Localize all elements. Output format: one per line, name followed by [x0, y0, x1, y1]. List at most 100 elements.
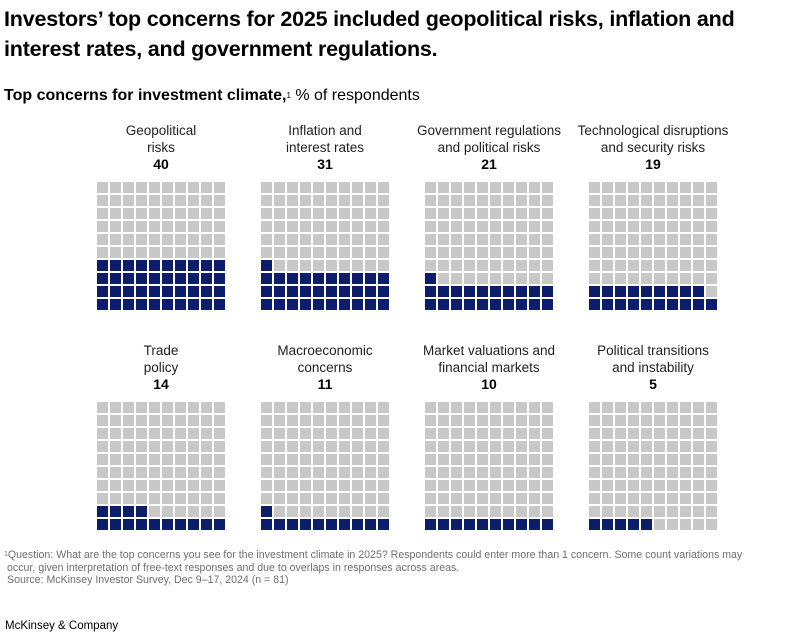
waffle-cell-empty — [641, 467, 652, 478]
waffle-cell-filled — [425, 519, 436, 530]
waffle-cell-empty — [706, 182, 717, 193]
waffle-cell-empty — [339, 221, 350, 232]
waffle-cell-empty — [516, 415, 527, 426]
waffle-cell-empty — [451, 208, 462, 219]
waffle-cell-filled — [188, 299, 199, 310]
waffle-cell-empty — [503, 493, 514, 504]
waffle-cell-filled — [110, 260, 121, 271]
waffle-cell-empty — [425, 493, 436, 504]
waffle-cell-filled — [287, 519, 298, 530]
waffle-cell-empty — [110, 467, 121, 478]
waffle-cell-empty — [365, 428, 376, 439]
waffle-cell-empty — [438, 221, 449, 232]
waffle-cell-filled — [589, 519, 600, 530]
waffle-cell-empty — [274, 428, 285, 439]
waffle-cell-empty — [615, 234, 626, 245]
waffle-cell-empty — [300, 195, 311, 206]
waffle-cell-empty — [706, 402, 717, 413]
panel-value: 31 — [317, 156, 333, 172]
waffle-cell-empty — [352, 234, 363, 245]
waffle-cell-empty — [693, 506, 704, 517]
waffle-cell-empty — [201, 506, 212, 517]
waffle-cell-empty — [654, 441, 665, 452]
waffle-cell-empty — [680, 493, 691, 504]
waffle-cell-empty — [602, 402, 613, 413]
waffle-cell-empty — [136, 467, 147, 478]
waffle-cell-empty — [542, 467, 553, 478]
waffle-cell-empty — [438, 195, 449, 206]
waffle-cell-filled — [313, 286, 324, 297]
waffle-cell-empty — [365, 506, 376, 517]
waffle-cell-empty — [313, 247, 324, 258]
waffle-cell-empty — [261, 221, 272, 232]
waffle-cell-empty — [339, 467, 350, 478]
waffle-cell-empty — [326, 208, 337, 219]
waffle-cell-empty — [490, 221, 501, 232]
waffle-cell-empty — [287, 208, 298, 219]
waffle-cell-empty — [110, 415, 121, 426]
waffle-cell-filled — [438, 286, 449, 297]
waffle-cell-empty — [97, 221, 108, 232]
waffle-cell-filled — [214, 519, 225, 530]
waffle-cell-empty — [313, 234, 324, 245]
waffle-cell-empty — [97, 454, 108, 465]
waffle-cell-empty — [490, 260, 501, 271]
waffle-cell-empty — [529, 454, 540, 465]
waffle-cell-empty — [706, 195, 717, 206]
waffle-cell-empty — [680, 441, 691, 452]
waffle-cell-empty — [425, 182, 436, 193]
waffle-cell-empty — [667, 428, 678, 439]
waffle-cell-empty — [162, 441, 173, 452]
waffle-cell-empty — [378, 493, 389, 504]
waffle-cell-empty — [97, 467, 108, 478]
waffle-panel: Geopolitical risks 40 — [79, 122, 243, 310]
waffle-cell-empty — [175, 428, 186, 439]
panel-value: 21 — [481, 156, 497, 172]
waffle-cell-empty — [516, 428, 527, 439]
waffle-cell-empty — [589, 506, 600, 517]
waffle-cell-empty — [667, 273, 678, 284]
waffle-cell-empty — [136, 208, 147, 219]
waffle-cell-empty — [261, 493, 272, 504]
waffle-cell-empty — [352, 454, 363, 465]
waffle-panel: Government regulations and political ris… — [407, 122, 571, 310]
waffle-cell-empty — [542, 506, 553, 517]
waffle-cell-empty — [339, 234, 350, 245]
waffle-cell-filled — [175, 519, 186, 530]
waffle-cell-empty — [542, 195, 553, 206]
waffle-cell-empty — [188, 467, 199, 478]
waffle-cell-empty — [274, 247, 285, 258]
panel-value: 11 — [317, 376, 333, 392]
waffle-cell-filled — [110, 286, 121, 297]
waffle-cell-filled — [214, 286, 225, 297]
waffle-cell-filled — [425, 286, 436, 297]
waffle-grid — [589, 182, 717, 310]
waffle-cell-empty — [628, 234, 639, 245]
waffle-cell-empty — [667, 454, 678, 465]
waffle-cell-filled — [542, 299, 553, 310]
waffle-cell-empty — [274, 208, 285, 219]
waffle-cell-filled — [438, 299, 449, 310]
waffle-cell-empty — [287, 182, 298, 193]
waffle-cell-empty — [123, 415, 134, 426]
waffle-cell-empty — [110, 493, 121, 504]
waffle-cell-empty — [451, 415, 462, 426]
waffle-cell-empty — [201, 247, 212, 258]
panel-label: Inflation and interest rates — [285, 123, 365, 155]
waffle-cell-empty — [654, 454, 665, 465]
waffle-cell-empty — [529, 506, 540, 517]
waffle-cell-filled — [201, 273, 212, 284]
waffle-cell-empty — [628, 480, 639, 491]
waffle-cell-empty — [615, 506, 626, 517]
waffle-cell-empty — [654, 467, 665, 478]
waffle-cell-filled — [261, 273, 272, 284]
waffle-cell-empty — [326, 402, 337, 413]
waffle-cell-filled — [149, 299, 160, 310]
waffle-cell-empty — [274, 467, 285, 478]
waffle-cell-filled — [162, 260, 173, 271]
waffle-cell-empty — [175, 208, 186, 219]
waffle-cell-empty — [313, 260, 324, 271]
waffle-cell-filled — [529, 299, 540, 310]
waffle-cell-empty — [425, 506, 436, 517]
waffle-cell-empty — [326, 441, 337, 452]
